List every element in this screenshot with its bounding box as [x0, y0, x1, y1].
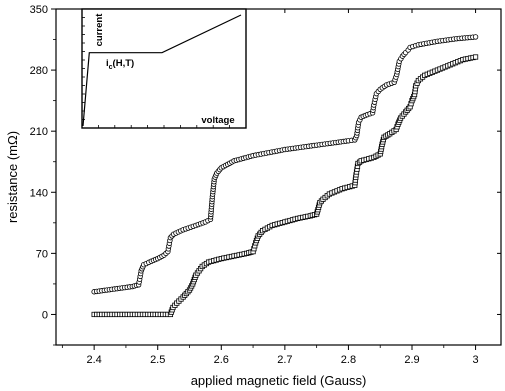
y-axis-label: resistance (mΩ): [5, 131, 20, 223]
inset-x-label: voltage: [201, 115, 234, 126]
x-tick-label: 2.8: [341, 354, 356, 366]
inset-plot: current voltage ic(H,T): [81, 8, 247, 129]
x-tick-label: 2.4: [86, 354, 101, 366]
main-plot-area: 2.4 2.5 2.6 2.7 2.8 2.9 3 0 70 140 210 280 350: [30, 4, 502, 366]
x-tick-label: 3: [473, 354, 479, 366]
data-point: [472, 34, 479, 40]
inset-annotation: ic(H,T): [106, 58, 134, 71]
y-tick-label: 280: [30, 65, 48, 77]
plot-frame: [55, 8, 502, 346]
y-tick-label: 70: [36, 248, 48, 260]
inset-frame: [81, 8, 247, 129]
y-tick-label: 140: [30, 187, 48, 199]
inset-y-label: current: [94, 13, 105, 47]
data-series: [91, 34, 479, 318]
series-1: [91, 34, 479, 295]
inset-curve: [82, 14, 242, 127]
y-tick-label: 350: [30, 4, 48, 16]
x-tick-label: 2.5: [150, 354, 165, 366]
x-tick-label: 2.9: [404, 354, 419, 366]
x-tick-label: 2.6: [214, 354, 229, 366]
y-tick-label: 0: [42, 309, 48, 321]
series-2: [91, 54, 479, 318]
y-tick-label: 210: [30, 126, 48, 138]
x-tick-label: 2.7: [277, 354, 292, 366]
x-axis-label: applied magnetic field (Gauss): [191, 373, 367, 388]
data-point: [472, 54, 479, 60]
